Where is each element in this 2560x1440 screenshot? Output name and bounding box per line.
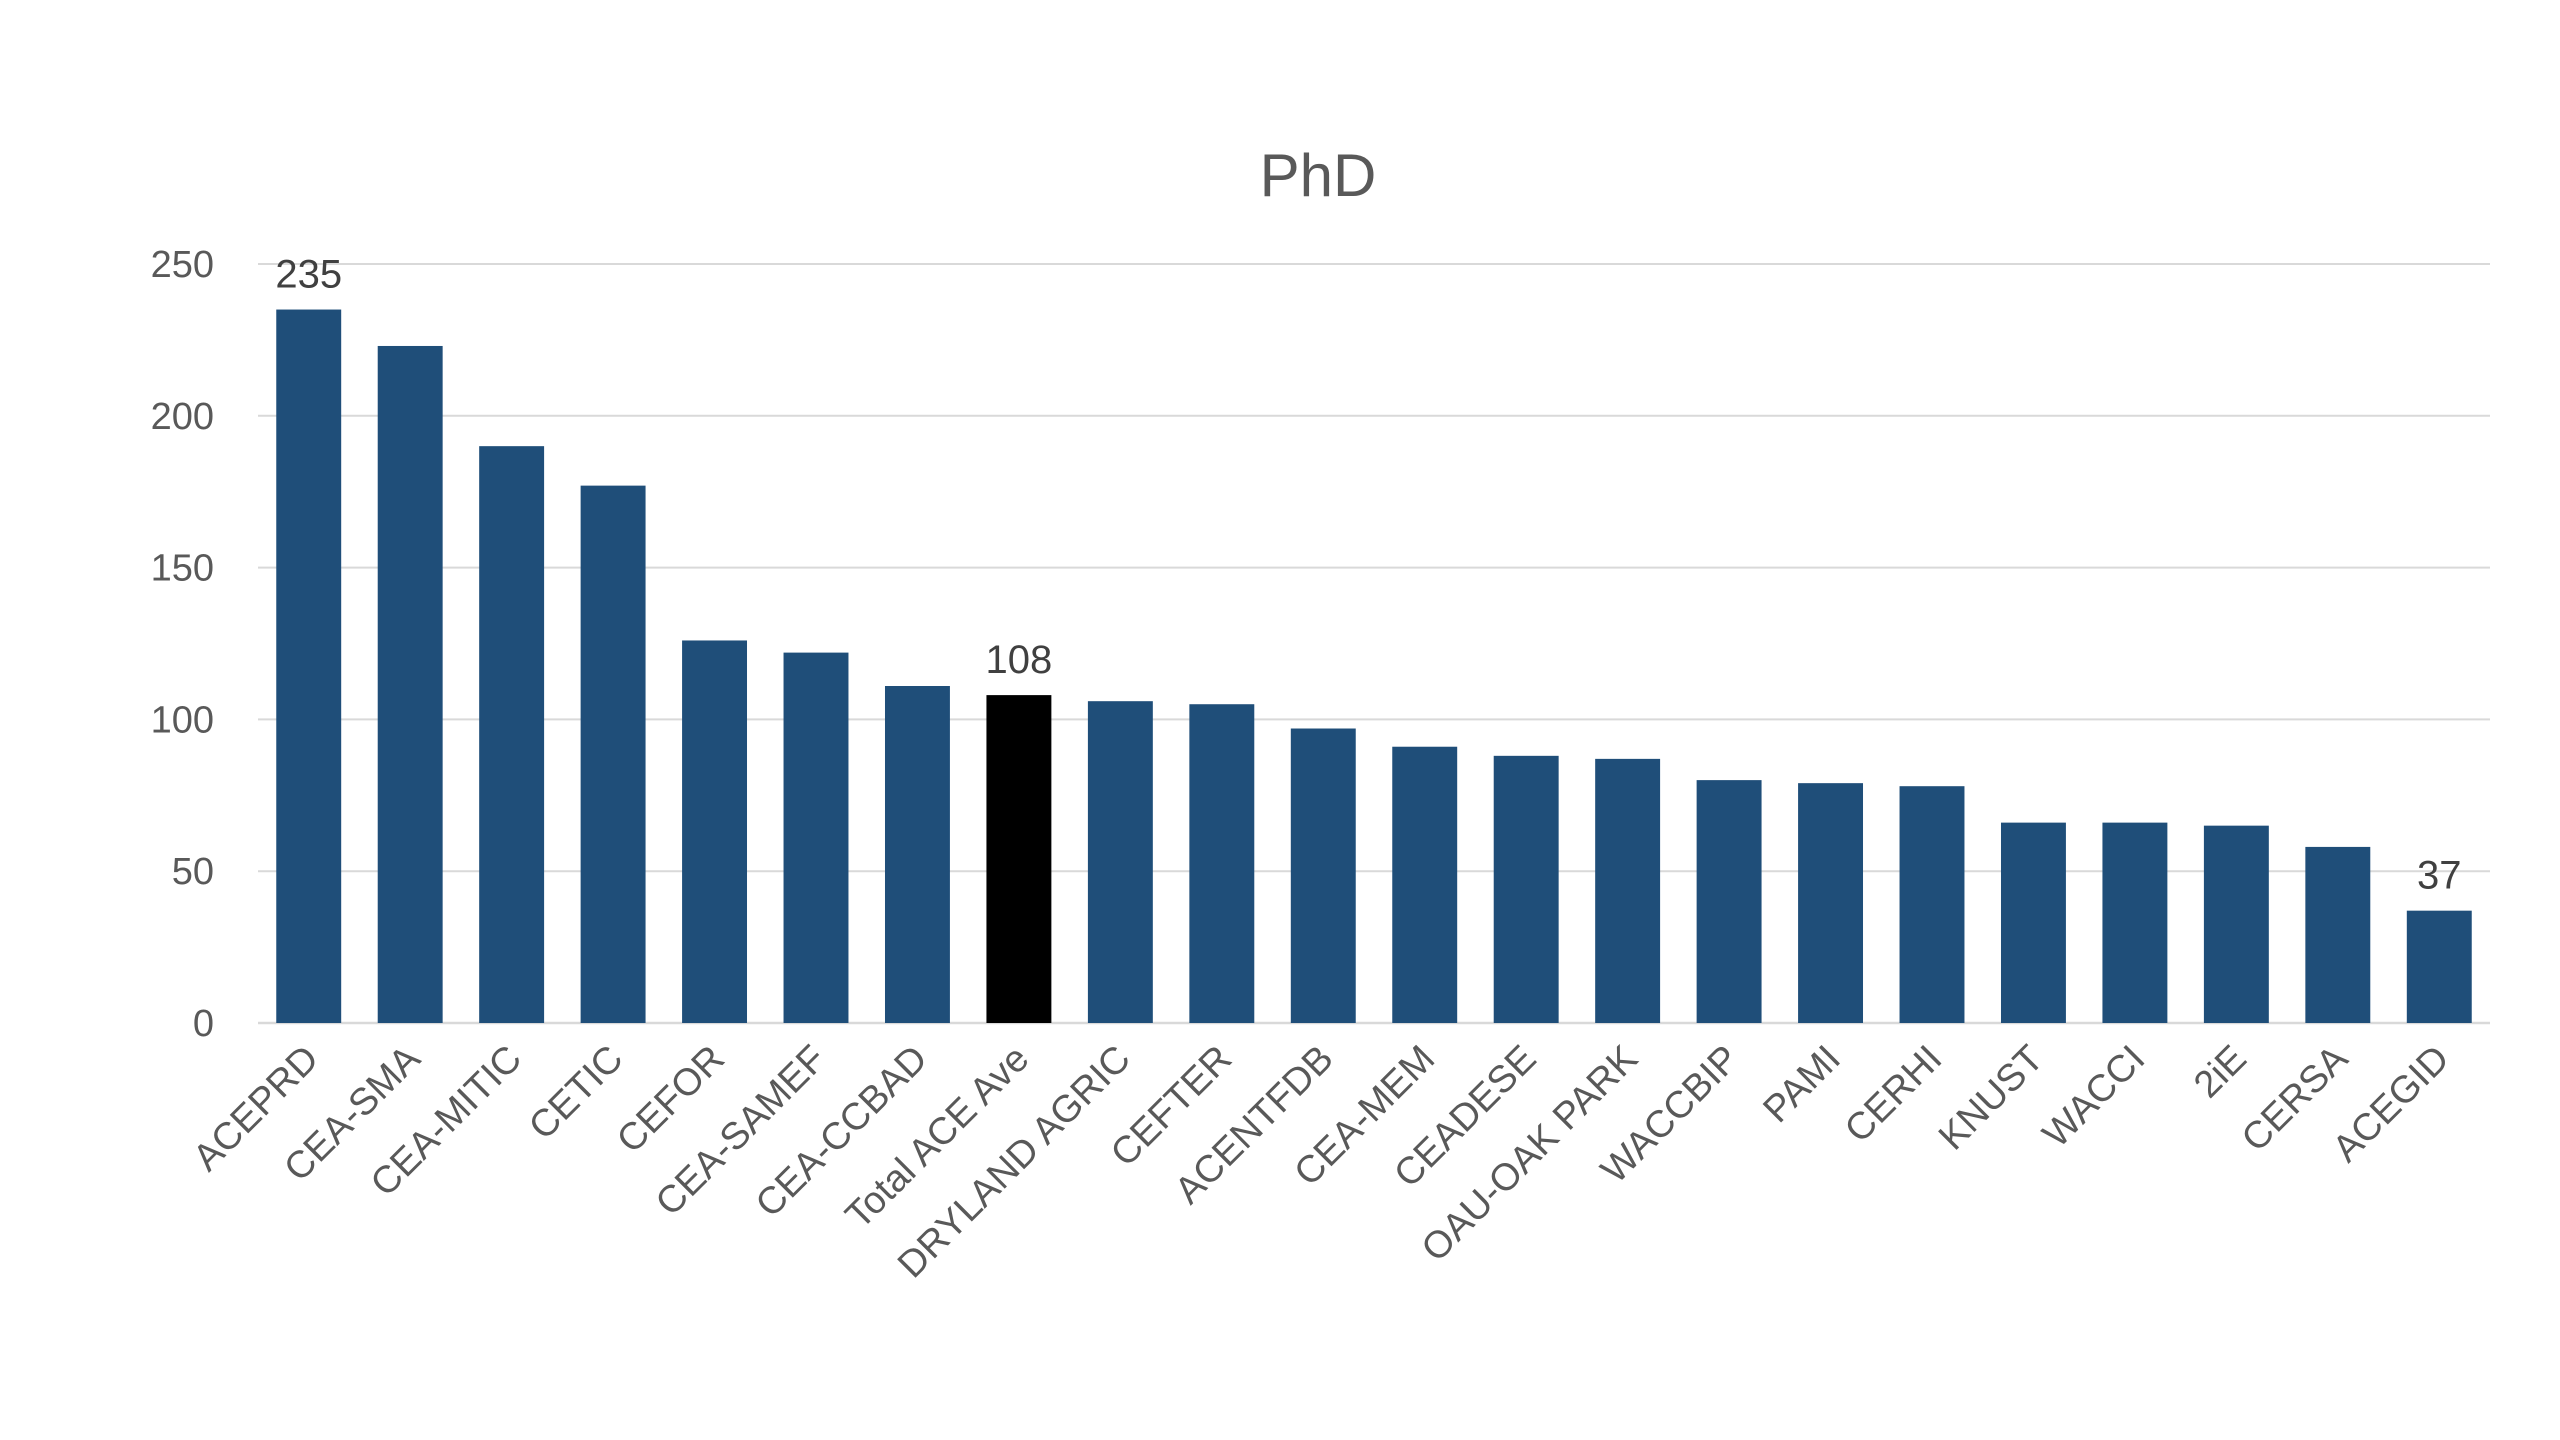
bar (377, 345, 443, 1023)
bar (1899, 786, 1965, 1023)
bar (1696, 780, 1762, 1023)
bar (2102, 822, 2168, 1023)
y-axis-ticks: 0 50 100 150 200 250 (151, 244, 214, 1045)
y-tick-label: 250 (151, 244, 214, 286)
y-tick-label: 150 (151, 548, 214, 590)
data-label: 37 (2417, 854, 2462, 898)
data-labels: 235 108 37 (275, 253, 2461, 898)
bar (580, 485, 646, 1023)
bar (2406, 910, 2472, 1023)
x-tick-label: CERHI (1837, 1038, 1950, 1151)
bar (1290, 728, 1356, 1023)
x-tick-label: Total ACE Ave (838, 1038, 1037, 1237)
bar (1189, 704, 1255, 1023)
bar (986, 695, 1052, 1023)
bar (1392, 746, 1458, 1023)
x-tick-label: KNUST (1931, 1038, 2052, 1159)
x-tick-label: 2iE (2186, 1038, 2255, 1107)
data-label: 235 (275, 253, 342, 297)
bar (1798, 783, 1864, 1023)
y-tick-label: 50 (172, 851, 214, 893)
bar (1493, 755, 1559, 1023)
chart-title: PhD (1260, 142, 1377, 209)
bar (682, 640, 748, 1023)
bars (276, 309, 2472, 1023)
x-tick-label: WACCI (2035, 1038, 2153, 1156)
bar (884, 686, 950, 1023)
bar (2000, 822, 2066, 1023)
x-tick-label: PAMI (1756, 1038, 1849, 1131)
bar (1595, 758, 1661, 1023)
bar (2305, 846, 2371, 1023)
bar (783, 652, 849, 1023)
y-tick-label: 200 (151, 396, 214, 438)
bar (276, 309, 342, 1023)
bar (2203, 825, 2269, 1023)
bar (1087, 701, 1153, 1023)
y-tick-label: 0 (193, 1003, 214, 1045)
bar (479, 446, 545, 1023)
data-label: 108 (986, 638, 1053, 682)
x-axis-ticks: ACEPRDCEA-SMACEA-MITICCETICCEFORCEA-SAME… (185, 1037, 2457, 1286)
y-tick-label: 100 (151, 699, 214, 741)
